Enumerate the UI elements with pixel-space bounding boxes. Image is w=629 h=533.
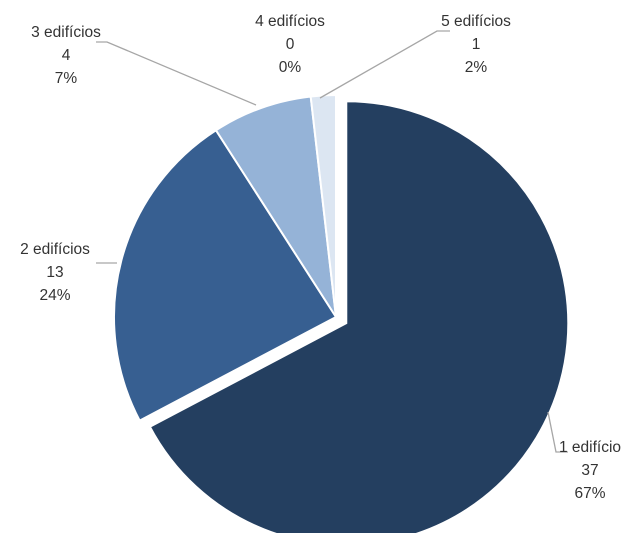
leader-lines: [96, 30, 568, 453]
data-label-percent-5-edificios: 2%: [465, 59, 488, 76]
data-label-percent-3-edificios: 7%: [55, 70, 78, 87]
leader-line-3-edificios: [96, 41, 257, 106]
data-label-category-1-edificio: 1 edifício: [559, 439, 621, 456]
data-label-value-1-edificio: 37: [581, 462, 598, 479]
pie-slice-1-edificio: [148, 100, 570, 533]
data-label-value-2-edificios: 13: [46, 264, 63, 281]
data-labels: 1 edifício 37 67% 2 edifícios 13 24% 3 edifíci…: [20, 13, 621, 502]
data-label-category-2-edificios: 2 edifícios: [20, 241, 90, 258]
data-label-value-5-edificios: 1: [472, 36, 481, 53]
data-label-category-5-edificios: 5 edifícios: [441, 13, 511, 30]
pie-slices: [113, 93, 570, 533]
pie-slice-2-edificios: [113, 128, 338, 422]
data-label-category-4-edificios: 4 edifícios: [255, 13, 325, 30]
data-label-percent-2-edificios: 24%: [39, 287, 70, 304]
data-label-percent-4-edificios: 0%: [279, 59, 302, 76]
leader-line-5-edificios: [319, 30, 450, 99]
data-label-value-4-edificios: 0: [286, 36, 295, 53]
data-label-percent-1-edificio: 67%: [574, 485, 605, 502]
data-label-category-3-edificios: 3 edifícios: [31, 24, 101, 41]
data-label-value-3-edificios: 4: [62, 47, 71, 64]
leader-line-1-edificio: [547, 411, 568, 453]
pie-slice-3-edificios: [214, 95, 337, 318]
